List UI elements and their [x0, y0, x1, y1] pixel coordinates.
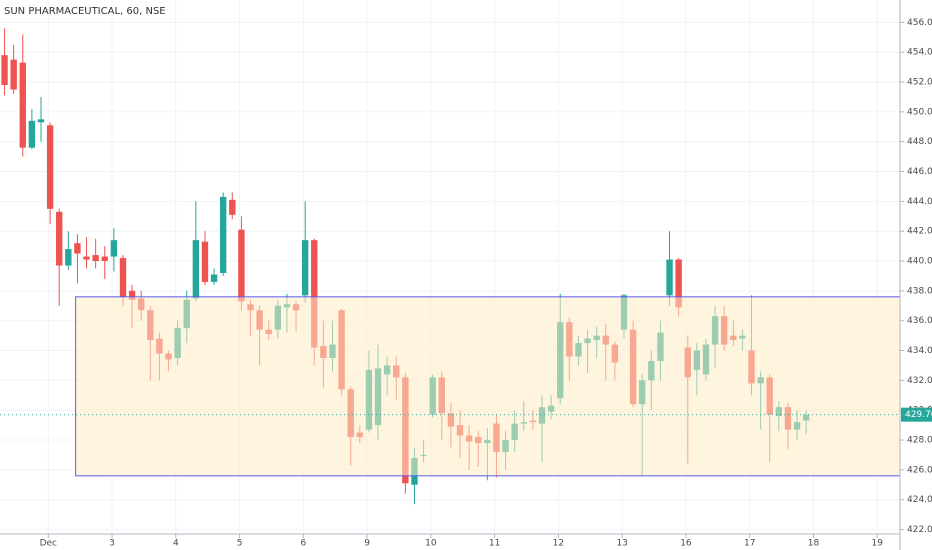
candle-body — [74, 243, 81, 254]
candle-body — [10, 59, 17, 90]
last-price-tag — [901, 407, 932, 422]
x-tick-label: 17 — [744, 539, 755, 549]
x-tick-label: 13 — [616, 539, 627, 549]
y-tick-label: 426.00 — [907, 465, 932, 475]
candle-body — [1, 55, 8, 86]
y-tick-label: 448.00 — [907, 137, 932, 147]
candle-body — [119, 258, 127, 297]
y-tick-label: 428.00 — [907, 436, 932, 446]
candle-body — [37, 119, 45, 123]
candle-body — [675, 259, 682, 308]
overlay — [0, 296, 901, 477]
candle-body — [201, 241, 209, 282]
candle-body — [311, 240, 318, 348]
candle-body — [210, 274, 218, 282]
x-tick-label: 16 — [680, 539, 692, 549]
candle-body — [19, 62, 26, 148]
y-tick-label: 440.00 — [907, 257, 932, 267]
x-tick-label: 9 — [364, 539, 370, 549]
candle-body — [65, 249, 72, 266]
y-tick-label: 442.00 — [907, 227, 932, 237]
candle-body — [83, 256, 90, 260]
y-tick-label: 454.00 — [907, 48, 932, 58]
y-tick-label: 438.00 — [907, 286, 932, 296]
y-tick-label: 456.00 — [907, 18, 932, 28]
y-tick-label: 424.00 — [907, 495, 932, 505]
candle-body — [666, 259, 673, 296]
y-tick-label: 452.00 — [907, 78, 932, 88]
x-tick-label: 19 — [872, 539, 884, 549]
candle-body — [192, 240, 200, 299]
candle-body — [301, 240, 309, 296]
y-tick-label: 450.00 — [907, 107, 932, 117]
chart-title: SUN PHARMACEUTICAL, 60, NSE — [4, 6, 166, 17]
candle-body — [28, 120, 36, 148]
candle-body — [128, 290, 136, 300]
x-tick-label: 5 — [237, 539, 243, 549]
candle-body — [110, 240, 118, 257]
y-tick-label: 444.00 — [907, 197, 932, 207]
x-tick-label: 10 — [425, 539, 437, 549]
x-tick-label: 6 — [300, 539, 306, 549]
range-rectangle — [75, 296, 901, 477]
y-tick-label: 436.00 — [907, 316, 932, 326]
last-price-label: 429.70 — [905, 410, 932, 420]
x-tick-label: Dec — [40, 539, 57, 549]
y-tick-label: 446.00 — [907, 167, 932, 177]
y-tick-label: 434.00 — [907, 346, 932, 356]
x-tick-label: 18 — [808, 539, 820, 549]
x-tick-label: 4 — [173, 539, 179, 549]
y-tick-label: 432.00 — [907, 376, 932, 386]
candle-body — [101, 256, 108, 262]
x-tick-label: 11 — [489, 539, 500, 549]
x-tick-label: 3 — [109, 539, 115, 549]
candle-body — [229, 199, 236, 215]
axes: 422.00424.00426.00428.00430.00432.00434.… — [40, 18, 932, 549]
x-tick-label: 12 — [553, 539, 564, 549]
candle-body — [92, 255, 99, 262]
y-tick-label: 422.00 — [907, 525, 932, 535]
candle-body — [46, 125, 54, 209]
candle-body — [238, 229, 245, 302]
candle-body — [56, 211, 63, 266]
candle-body — [219, 196, 227, 273]
